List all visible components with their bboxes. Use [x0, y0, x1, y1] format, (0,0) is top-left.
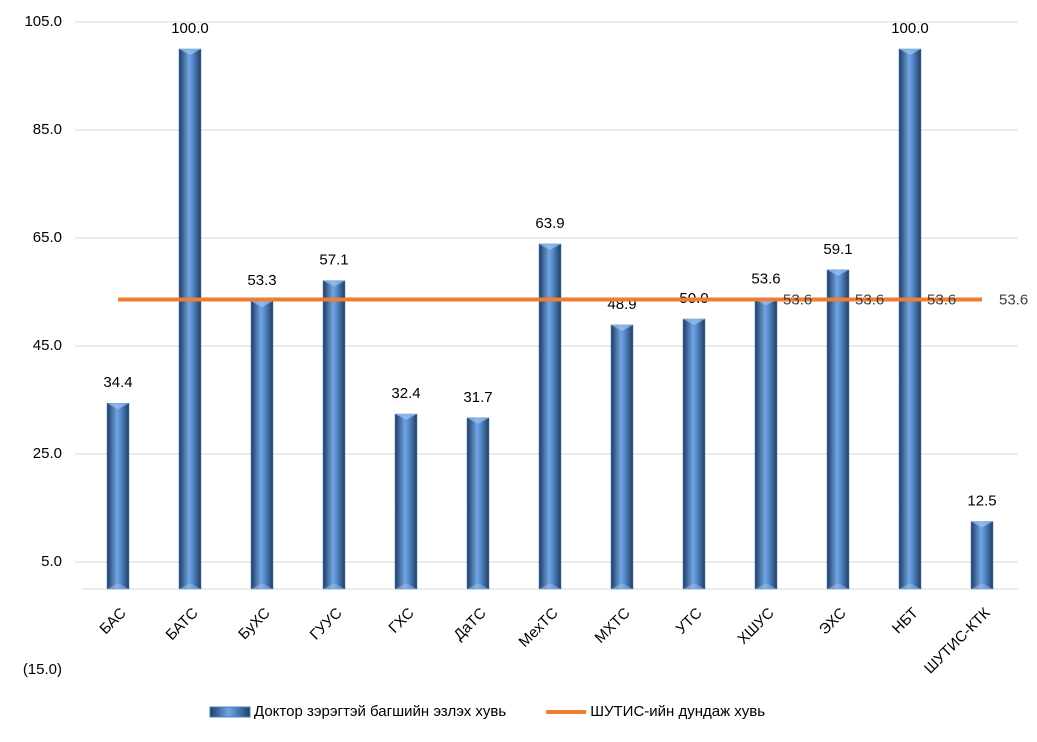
x-tick-label: БуХС — [235, 604, 274, 643]
x-tick-label: ГУУС — [307, 604, 346, 643]
bar — [970, 521, 994, 590]
x-tick-label: МехТС — [516, 604, 562, 650]
value-label: 34.4 — [103, 374, 132, 391]
bar — [250, 300, 274, 590]
bar-cap — [539, 243, 561, 250]
value-label: 53.3 — [247, 272, 276, 289]
value-label: 53.6 — [783, 292, 812, 309]
value-label: 53.6 — [927, 292, 956, 309]
bar-cap — [683, 319, 705, 325]
bar-base — [827, 583, 849, 589]
bar-base — [179, 583, 201, 589]
x-tick-label: БАТС — [163, 604, 202, 643]
bar-base — [611, 583, 633, 589]
value-label: 63.9 — [535, 215, 564, 232]
bar-cap — [179, 49, 201, 55]
value-label: 31.7 — [463, 389, 492, 406]
value-label: 100.0 — [891, 20, 929, 37]
y-tick-label: (15.0) — [23, 661, 62, 678]
value-label: 12.5 — [967, 492, 996, 509]
x-tick-label: ДаТС — [450, 604, 489, 643]
y-tick-label: 105.0 — [24, 13, 62, 30]
x-tick-label: ХШУС — [734, 605, 777, 648]
legend-label: Доктор зэрэгтэй багшийн эзлэх хувь — [254, 703, 506, 720]
bar — [610, 324, 634, 590]
x-tick-label: ЭХС — [816, 604, 850, 638]
value-label: 53.6 — [855, 292, 884, 309]
value-label: 100.0 — [171, 20, 209, 37]
bar — [322, 280, 346, 590]
bar-base — [323, 583, 345, 589]
bar-base — [467, 583, 489, 589]
y-tick-label: 65.0 — [33, 229, 62, 246]
x-tick-label: БАС — [96, 605, 129, 638]
y-tick-label: 25.0 — [33, 445, 62, 462]
bar-cap — [827, 269, 849, 276]
x-tick-label: ГХС — [385, 605, 417, 637]
bar-base — [755, 583, 777, 589]
y-tick-label: 45.0 — [33, 337, 62, 354]
bar-cap — [395, 414, 417, 421]
x-tick-label: МХТС — [592, 604, 634, 646]
bar-cap — [107, 403, 129, 410]
bar-base — [539, 583, 561, 589]
bar-cap — [467, 417, 489, 424]
x-tick-label: НБТ — [889, 605, 922, 638]
bar — [466, 417, 490, 590]
bar-base — [395, 583, 417, 589]
bar — [178, 48, 202, 590]
bar — [106, 402, 130, 590]
bar-base — [683, 583, 705, 589]
bar-base — [971, 583, 993, 589]
value-label: 32.4 — [391, 385, 420, 402]
bar-base — [251, 583, 273, 589]
value-label: 59.1 — [823, 241, 852, 258]
bar — [538, 243, 562, 590]
value-label: 53.6 — [751, 271, 780, 288]
bar — [754, 299, 778, 590]
x-tick-label: ШУТИС-КТК — [921, 604, 994, 677]
legend-label: ШУТИС-ийн дундаж хувь — [590, 703, 765, 720]
x-tick-label: УТС — [673, 605, 706, 638]
bar-base — [107, 583, 129, 589]
value-label: 53.6 — [999, 292, 1028, 309]
bar — [826, 269, 850, 590]
bar-cap — [251, 301, 273, 308]
bar-cap — [323, 280, 345, 287]
bar — [394, 413, 418, 590]
bar-cap — [971, 521, 993, 528]
bar-base — [899, 583, 921, 589]
legend-swatch — [209, 706, 251, 718]
y-tick-label: 5.0 — [41, 553, 62, 570]
bar-cap — [899, 49, 921, 55]
bar-cap — [611, 324, 633, 331]
bar — [898, 48, 922, 590]
value-label: 57.1 — [319, 252, 348, 269]
y-tick-label: 85.0 — [33, 121, 62, 138]
bar — [682, 318, 706, 590]
